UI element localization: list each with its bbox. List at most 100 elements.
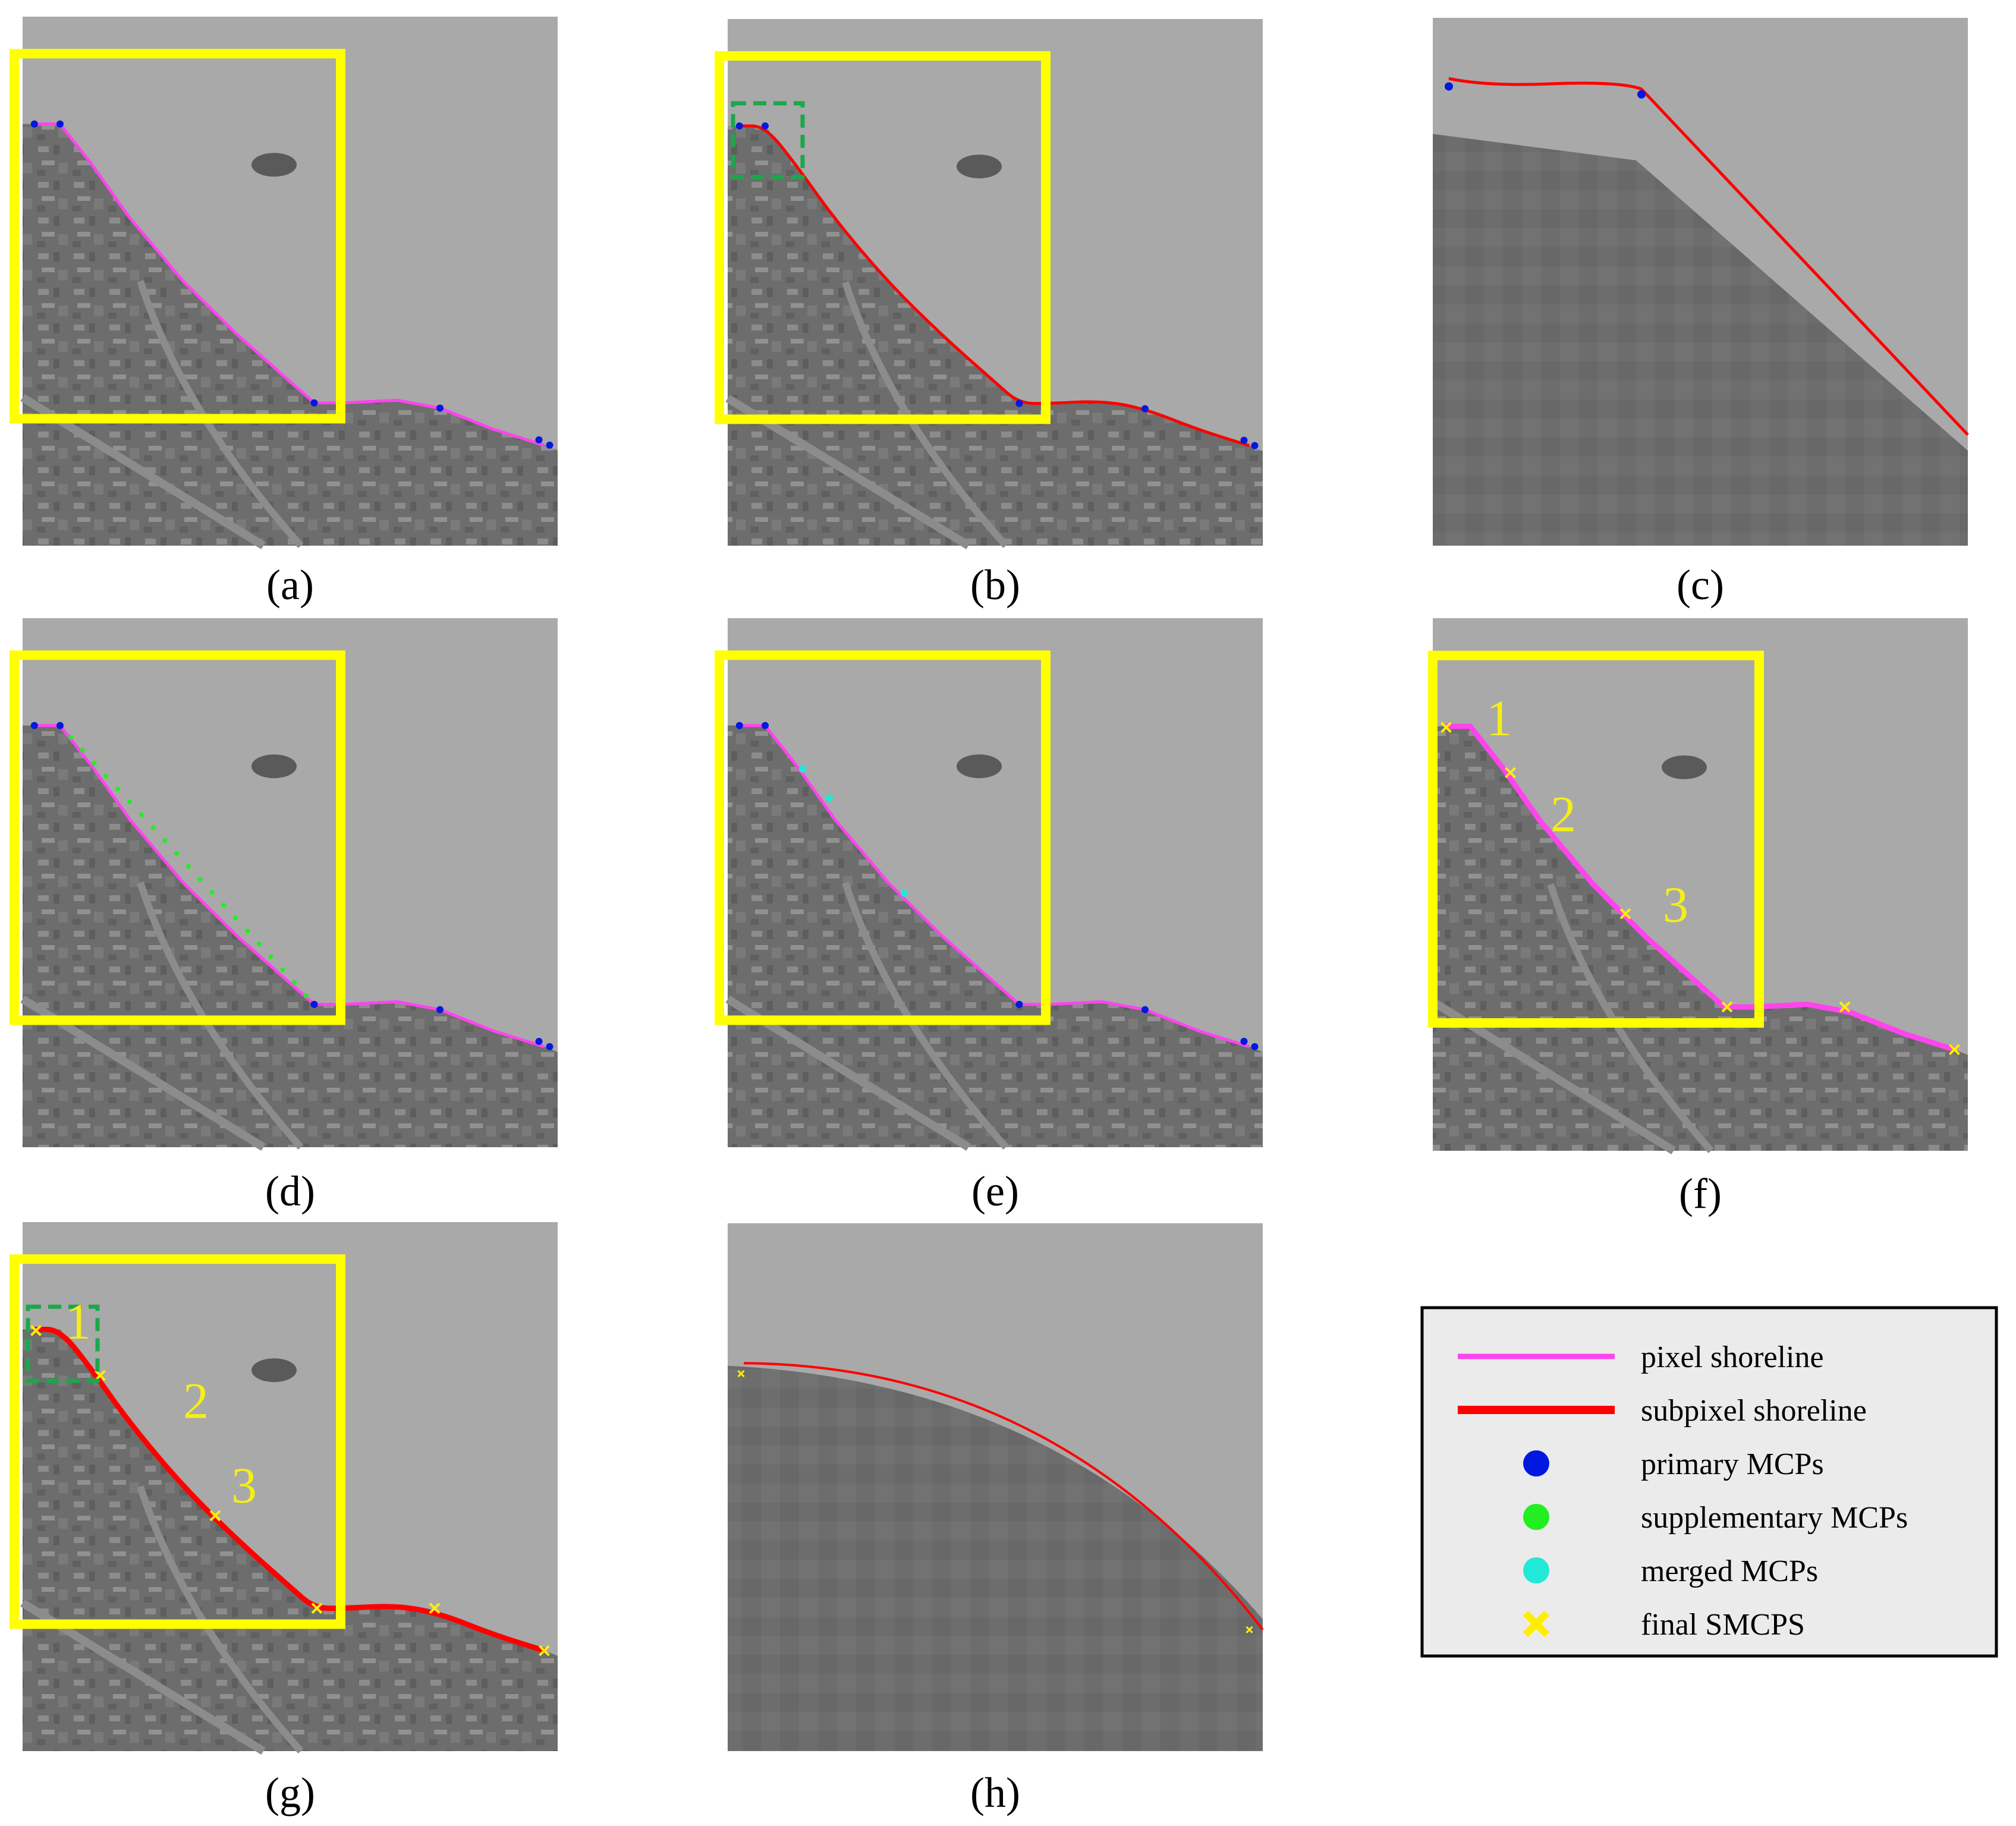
supplementary-mcp-marker	[150, 825, 156, 830]
primary-mcp-marker	[1015, 399, 1023, 407]
supplementary-mcp-marker	[68, 735, 73, 740]
final-smcp-marker	[737, 1370, 745, 1378]
primary-mcp-marker	[1251, 1043, 1259, 1050]
primary-mcp-marker	[735, 122, 743, 130]
legend: pixel shoreline subpixel shoreline primary…	[1420, 1306, 1998, 1658]
legend-label: subpixel shoreline	[1641, 1394, 1867, 1428]
shoreline	[739, 124, 1250, 448]
final-smcp-marker	[209, 1510, 221, 1522]
merged-mcp-marker	[901, 889, 908, 897]
supplementary-mcp-marker	[80, 748, 85, 753]
primary-mcp-marker	[1240, 436, 1248, 444]
panel-g: 1 23 (g)	[10, 1222, 558, 1816]
islet	[251, 153, 297, 177]
legend-item: final SMCPS	[1523, 1608, 1805, 1642]
panel-caption: (c)	[1677, 561, 1724, 609]
legend-box	[1420, 1306, 1998, 1658]
panel-caption: (a)	[266, 561, 314, 609]
final-smcp-marker	[1441, 722, 1452, 733]
final-smcp-marker	[539, 1645, 550, 1657]
primary-mcp-marker	[1637, 90, 1646, 99]
shoreline	[34, 1327, 545, 1654]
legend-label: supplementary MCPs	[1641, 1501, 1908, 1535]
supplementary-mcp-marker	[221, 902, 227, 908]
supplementary-mcp-marker	[245, 928, 250, 934]
final-smcp-marker	[429, 1603, 441, 1614]
supplementary-mcp-marker	[304, 993, 309, 998]
panel-e: (e)	[715, 618, 1263, 1215]
panel-a: (a)	[10, 17, 558, 609]
highlight-box	[715, 650, 1051, 1025]
primary-mcp-marker	[1015, 1000, 1023, 1008]
supplementary-mcp-marker	[280, 967, 285, 972]
final-smcp-marker	[1246, 1626, 1253, 1633]
supplementary-mcp-marker	[197, 877, 203, 882]
panel-b: (b)	[715, 19, 1263, 609]
primary-mcp-marker	[1141, 405, 1149, 413]
road	[137, 1485, 304, 1753]
panel-caption: (f)	[1679, 1170, 1722, 1217]
shoreline	[1444, 723, 1955, 1053]
legend-label: pixel shoreline	[1641, 1340, 1824, 1374]
islet	[251, 1358, 297, 1383]
highlight-box	[715, 51, 1051, 424]
panel-caption: (e)	[971, 1167, 1019, 1215]
final-smcp-marker	[1721, 1001, 1733, 1013]
primary-mcp-marker	[1251, 442, 1259, 449]
supplementary-mcp-marker	[162, 838, 168, 843]
final-smcp-marker	[1619, 908, 1631, 920]
road	[137, 881, 304, 1150]
supplementary-mcp-marker	[186, 864, 191, 869]
road	[842, 281, 1009, 548]
subpixel-shoreline	[743, 1362, 1264, 1630]
legend-dot-swatch	[1523, 1557, 1549, 1583]
primary-mcp-marker	[546, 1043, 553, 1050]
land-area	[728, 725, 1263, 1147]
merged-mcp-marker	[799, 765, 806, 773]
final-smcp-marker	[30, 1325, 42, 1336]
primary-mcp-marker	[535, 436, 543, 443]
merged-mcp-marker	[826, 794, 833, 802]
primary-mcp-marker	[436, 1006, 444, 1013]
legend-label: primary MCPs	[1641, 1447, 1824, 1481]
land-area	[728, 125, 1263, 546]
panel-h: (h)	[728, 1223, 1264, 1816]
zoom-region-box	[731, 101, 805, 180]
final-smcp-marker	[1505, 767, 1516, 779]
final-smcp-marker	[1839, 1001, 1851, 1013]
legend-label: final SMCPS	[1641, 1608, 1805, 1642]
legend-dot-swatch	[1523, 1504, 1549, 1530]
primary-mcp-marker	[56, 120, 64, 128]
final-smcp-marker	[311, 1603, 323, 1614]
supplementary-mcp-marker	[92, 760, 97, 766]
islet	[1662, 755, 1707, 779]
supplementary-mcp-marker	[256, 941, 262, 946]
primary-mcp-marker	[310, 399, 318, 407]
primary-mcp-marker	[310, 1000, 318, 1008]
primary-mcp-marker	[1141, 1006, 1149, 1013]
islet	[251, 754, 297, 779]
segment-number: 2	[183, 1372, 209, 1429]
road	[1547, 883, 1714, 1153]
road	[842, 881, 1009, 1150]
highlight-box	[10, 49, 345, 424]
islet	[957, 754, 1002, 779]
highlight-box	[10, 1254, 345, 1629]
supplementary-mcp-marker	[139, 812, 144, 817]
panel-caption: (d)	[265, 1167, 315, 1215]
primary-mcp-marker	[30, 120, 38, 128]
primary-mcp-marker	[546, 441, 553, 449]
supplementary-mcp-marker	[127, 799, 132, 805]
supplementary-mcp-marker	[103, 773, 109, 779]
panel-caption: (b)	[970, 561, 1020, 609]
land-area	[23, 124, 558, 546]
final-smcp-marker	[1949, 1044, 1960, 1056]
segment-number: 1	[65, 1293, 91, 1350]
legend-item: primary MCPs	[1523, 1447, 1824, 1481]
legend-item: supplementary MCPs	[1523, 1501, 1908, 1535]
supplementary-mcp-marker	[292, 980, 297, 986]
highlight-box	[1428, 650, 1764, 1028]
legend-label: merged MCPs	[1641, 1554, 1818, 1588]
land-area	[728, 1365, 1263, 1751]
